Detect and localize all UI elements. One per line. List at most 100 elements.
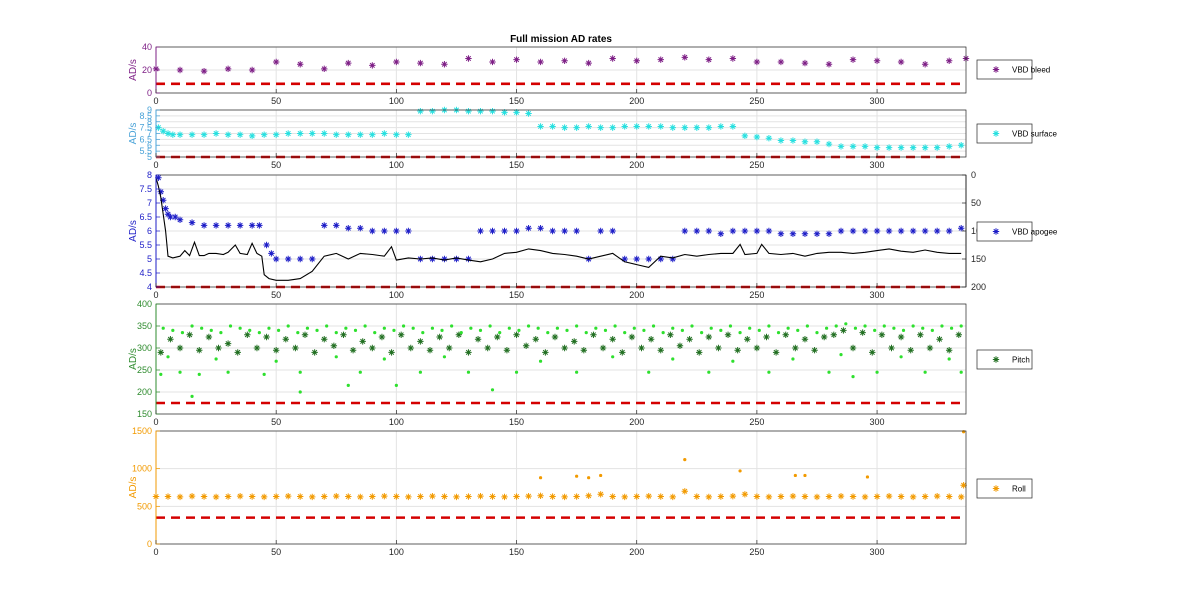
data-dot xyxy=(594,326,598,330)
data-point xyxy=(657,255,664,263)
series-1 xyxy=(157,327,962,356)
data-dot xyxy=(709,326,713,330)
y-tick-label: 500 xyxy=(137,501,152,511)
data-dot xyxy=(767,324,771,328)
y2-tick-label: 50 xyxy=(971,198,981,208)
data-point xyxy=(763,333,770,341)
data-point xyxy=(369,131,376,138)
data-dot xyxy=(466,370,471,374)
data-point xyxy=(885,227,893,235)
legend-box xyxy=(976,349,1033,370)
data-dot xyxy=(930,328,934,332)
data-point xyxy=(909,493,917,501)
data-point xyxy=(897,227,905,235)
x-tick-label: 0 xyxy=(153,417,158,427)
legend-label: VBD apogee xyxy=(1012,228,1058,237)
data-point xyxy=(936,336,943,343)
data-point xyxy=(609,227,616,235)
data-dot xyxy=(776,331,781,335)
data-point xyxy=(477,107,484,115)
data-point xyxy=(503,347,511,354)
x-tick-label: 250 xyxy=(749,417,764,427)
data-point xyxy=(224,131,232,138)
data-point xyxy=(945,57,953,64)
data-point xyxy=(369,493,376,500)
data-dot xyxy=(286,324,290,328)
data-point xyxy=(705,333,713,341)
data-point xyxy=(224,493,232,500)
x-tick-label: 200 xyxy=(629,96,644,106)
data-point xyxy=(724,331,732,338)
data-point xyxy=(921,144,929,151)
data-point xyxy=(188,492,196,500)
data-dot xyxy=(911,324,915,328)
data-dot xyxy=(190,394,194,398)
legend-box xyxy=(976,59,1033,80)
data-point xyxy=(297,61,304,68)
data-point xyxy=(489,227,496,235)
legend-box xyxy=(976,478,1033,499)
data-point xyxy=(393,493,400,500)
data-point xyxy=(297,493,304,500)
data-point xyxy=(393,227,400,235)
data-point xyxy=(426,347,434,354)
data-dot xyxy=(680,328,684,332)
x-tick-label: 150 xyxy=(509,96,524,106)
data-point xyxy=(801,493,809,500)
data-point xyxy=(638,344,645,352)
y-tick-label: 5.5 xyxy=(139,146,152,156)
data-point xyxy=(765,493,773,501)
data-point xyxy=(729,123,737,130)
data-point xyxy=(188,131,196,138)
data-dot xyxy=(873,328,877,332)
data-point xyxy=(234,349,241,356)
data-dot xyxy=(459,331,463,335)
data-point xyxy=(859,329,866,336)
data-point xyxy=(176,66,184,74)
data-point xyxy=(609,493,616,500)
data-point xyxy=(236,131,244,138)
data-point xyxy=(957,142,965,149)
data-point xyxy=(196,347,203,354)
data-point xyxy=(549,227,556,235)
data-point xyxy=(381,130,388,137)
x-tick-label: 200 xyxy=(629,417,644,427)
data-dot xyxy=(411,326,415,330)
data-point xyxy=(705,493,713,501)
data-dot xyxy=(757,328,761,332)
data-point xyxy=(501,227,508,235)
data-dot xyxy=(623,331,627,335)
y-tick-label: 4.5 xyxy=(139,268,152,278)
data-point xyxy=(417,59,424,67)
y-axis-label: AD/s xyxy=(128,59,139,81)
data-point xyxy=(811,347,818,354)
y-tick-label: 1500 xyxy=(132,426,152,436)
data-point xyxy=(633,57,640,64)
data-point xyxy=(263,333,270,341)
data-point xyxy=(417,338,424,345)
y-tick-label: 7.5 xyxy=(139,184,152,194)
data-point xyxy=(676,342,684,349)
data-point xyxy=(542,349,549,356)
data-point xyxy=(599,344,607,352)
data-point xyxy=(957,493,965,501)
data-dot xyxy=(651,324,656,328)
data-dot xyxy=(248,328,252,332)
data-point xyxy=(388,349,395,356)
axes-2: 0 50 100 150 200 250 300 55.566.577.588.59 AD/s V… xyxy=(128,105,1057,170)
data-point xyxy=(200,131,208,138)
data-dot xyxy=(382,357,386,361)
data-point xyxy=(321,222,328,229)
data-point xyxy=(909,227,917,235)
data-point xyxy=(453,493,460,501)
data-point xyxy=(657,347,664,354)
data-point xyxy=(176,131,184,138)
data-dot xyxy=(498,331,502,335)
data-point xyxy=(693,493,701,500)
data-dot xyxy=(161,326,165,330)
plot-area xyxy=(156,431,966,544)
data-point xyxy=(869,349,876,356)
data-point xyxy=(945,347,953,354)
data-dot xyxy=(305,326,310,330)
data-dot xyxy=(267,326,271,330)
